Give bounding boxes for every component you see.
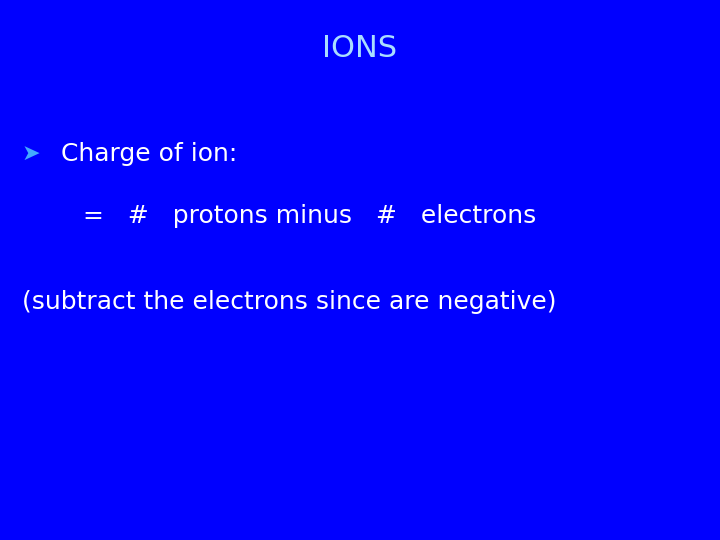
Text: ➤: ➤ bbox=[22, 144, 40, 164]
Text: IONS: IONS bbox=[323, 34, 397, 63]
Text: (subtract the electrons since are negative): (subtract the electrons since are negati… bbox=[22, 291, 556, 314]
Text: =   #   protons minus   #   electrons: = # protons minus # electrons bbox=[83, 204, 536, 228]
Text: Charge of ion:: Charge of ion: bbox=[61, 142, 238, 166]
